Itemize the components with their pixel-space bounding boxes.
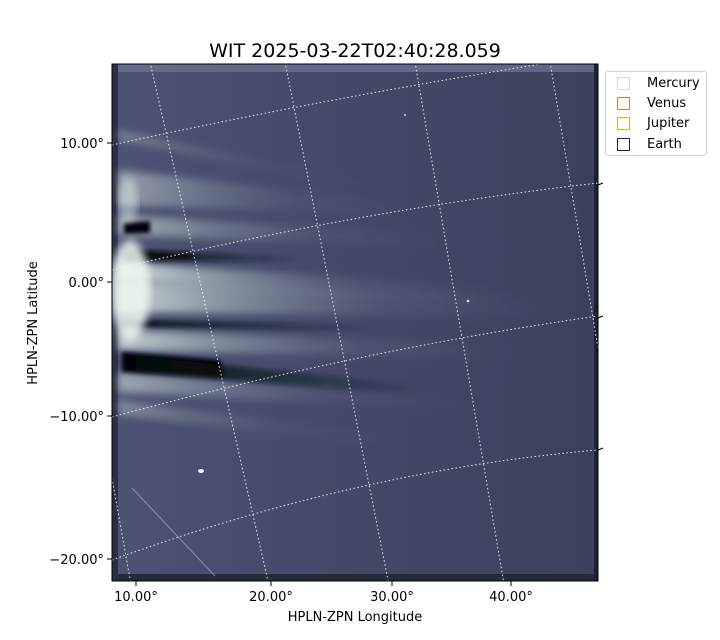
legend-item-earth: Earth [617,135,682,153]
x-tick-label: 40.00° [489,590,533,605]
jupiter-swatch-icon [617,116,630,130]
legend-label: Mercury [647,75,700,91]
legend-item-mercury: Mercury [617,74,700,92]
earth-swatch-icon [617,137,630,151]
y-axis-label: HPLN-ZPN Latitude [26,261,41,384]
mercury-swatch-icon [617,76,630,90]
right-ticks [597,182,604,451]
plot-frame [111,63,599,582]
x-tick-label: 30.00° [370,590,414,605]
x-tick-label: 20.00° [249,590,293,605]
y-tick-label: 10.00° [60,137,104,152]
legend-item-venus: Venus [617,94,686,112]
legend-label: Jupiter [647,115,690,131]
legend: Mercury Venus Jupiter Earth [605,71,707,156]
venus-swatch-icon [617,96,630,110]
x-axis: 10.00° 20.00° 30.00° 40.00° HPLN-ZPN Lon… [114,581,533,625]
legend-item-jupiter: Jupiter [617,114,689,132]
y-tick-label: −10.00° [49,410,104,425]
y-tick-label: 0.00° [69,276,104,291]
y-tick-label: −20.00° [49,553,104,568]
x-tick-label: 10.00° [114,590,158,605]
x-axis-label: HPLN-ZPN Longitude [288,610,423,625]
legend-label: Venus [647,95,687,111]
coronagraph-image [112,64,598,581]
plot-title: WIT 2025-03-22T02:40:28.059 [209,40,501,62]
y-axis: 10.00° 0.00° −10.00° −20.00° HPLN-ZPN La… [26,137,112,568]
legend-label: Earth [647,136,682,152]
